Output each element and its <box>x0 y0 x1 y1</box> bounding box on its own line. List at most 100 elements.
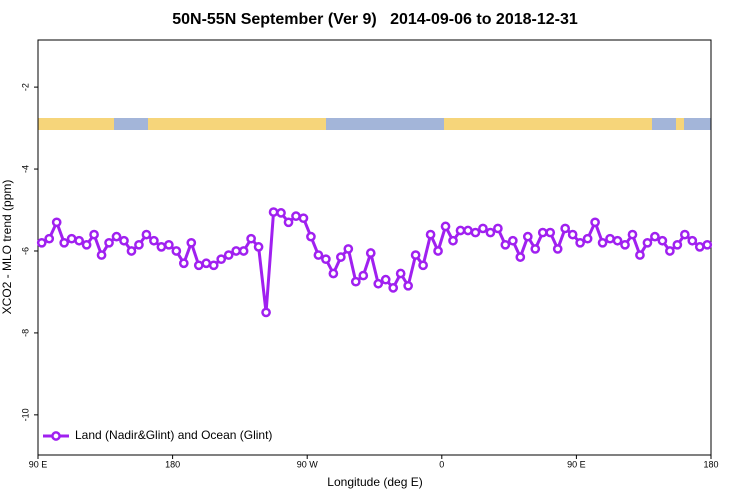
point <box>694 242 705 252</box>
y-tick-label: -4 <box>20 165 30 173</box>
point <box>336 252 346 262</box>
point <box>253 242 264 252</box>
point <box>66 233 77 244</box>
point <box>261 307 271 318</box>
point <box>59 237 70 248</box>
point <box>298 213 309 224</box>
point <box>530 244 541 254</box>
point <box>605 233 615 244</box>
point <box>425 229 436 240</box>
x-tick-label: 90 E <box>567 459 586 469</box>
point <box>268 207 279 217</box>
point <box>358 270 369 281</box>
point <box>343 244 354 254</box>
land-strip <box>676 118 684 130</box>
point <box>313 250 324 260</box>
point <box>679 229 690 240</box>
point <box>590 217 600 228</box>
point <box>507 235 518 246</box>
point <box>665 246 675 256</box>
point <box>650 231 660 242</box>
point <box>171 246 182 256</box>
land-strip <box>38 118 114 130</box>
point <box>702 239 713 250</box>
point <box>470 227 481 238</box>
point <box>373 278 384 289</box>
point <box>156 242 167 252</box>
x-tick-label: 90 W <box>297 459 319 469</box>
point <box>388 283 399 293</box>
point <box>223 250 234 260</box>
point <box>178 258 189 269</box>
point <box>291 211 301 222</box>
point <box>657 235 668 246</box>
chart-title: 50N-55N September (Ver 9) 2014-09-06 to … <box>172 11 578 28</box>
point <box>51 217 62 228</box>
point <box>134 239 144 250</box>
point <box>493 223 503 234</box>
x-tick-label: 90 E <box>29 459 48 469</box>
point <box>612 235 623 246</box>
point <box>216 254 227 265</box>
point <box>81 239 92 250</box>
point <box>500 239 511 250</box>
point <box>231 246 242 256</box>
point <box>149 235 159 246</box>
y-axis-label: XCO2 - MLO trend (ppm) <box>0 180 14 315</box>
point <box>545 227 556 238</box>
point <box>582 233 593 244</box>
point <box>515 252 526 262</box>
point <box>96 250 107 260</box>
point <box>186 237 197 248</box>
point <box>246 233 256 244</box>
point <box>104 237 114 248</box>
y-tick-label: -8 <box>20 329 30 337</box>
point <box>201 258 212 269</box>
point <box>403 280 413 291</box>
point <box>126 246 137 256</box>
point <box>575 237 585 248</box>
point <box>597 237 608 248</box>
point <box>455 225 466 236</box>
point <box>350 276 361 287</box>
point <box>44 233 55 244</box>
y-tick-label: -6 <box>20 247 30 255</box>
point <box>478 223 488 234</box>
land-strip <box>444 118 652 130</box>
point <box>328 268 339 279</box>
x-axis-label: Longitude (deg E) <box>327 475 422 489</box>
point <box>620 239 630 250</box>
x-tick-label: 0 <box>439 459 444 469</box>
point <box>380 274 391 285</box>
point <box>208 260 219 271</box>
point <box>537 227 548 238</box>
point <box>141 229 152 240</box>
legend-label: Land (Nadir&Glint) and Ocean (Glint) <box>75 428 272 442</box>
point <box>36 237 47 248</box>
point <box>193 260 204 271</box>
point <box>365 248 376 258</box>
series-line <box>41 210 708 313</box>
point <box>164 239 174 250</box>
y-tick-label: -2 <box>20 83 30 91</box>
point <box>567 229 578 240</box>
point <box>463 225 473 236</box>
point <box>687 235 698 246</box>
x-tick-label: 180 <box>703 459 718 469</box>
point <box>306 231 316 242</box>
point <box>627 229 638 240</box>
point <box>433 246 443 256</box>
y-tick-label: -10 <box>20 408 30 421</box>
point <box>111 231 122 242</box>
point <box>440 221 451 232</box>
point <box>283 217 294 228</box>
point <box>395 268 406 279</box>
point <box>448 235 458 246</box>
point <box>642 237 653 248</box>
point <box>485 227 496 238</box>
point <box>560 223 571 234</box>
point <box>410 250 421 260</box>
surface-strip <box>38 118 711 130</box>
land-strip <box>148 118 326 130</box>
